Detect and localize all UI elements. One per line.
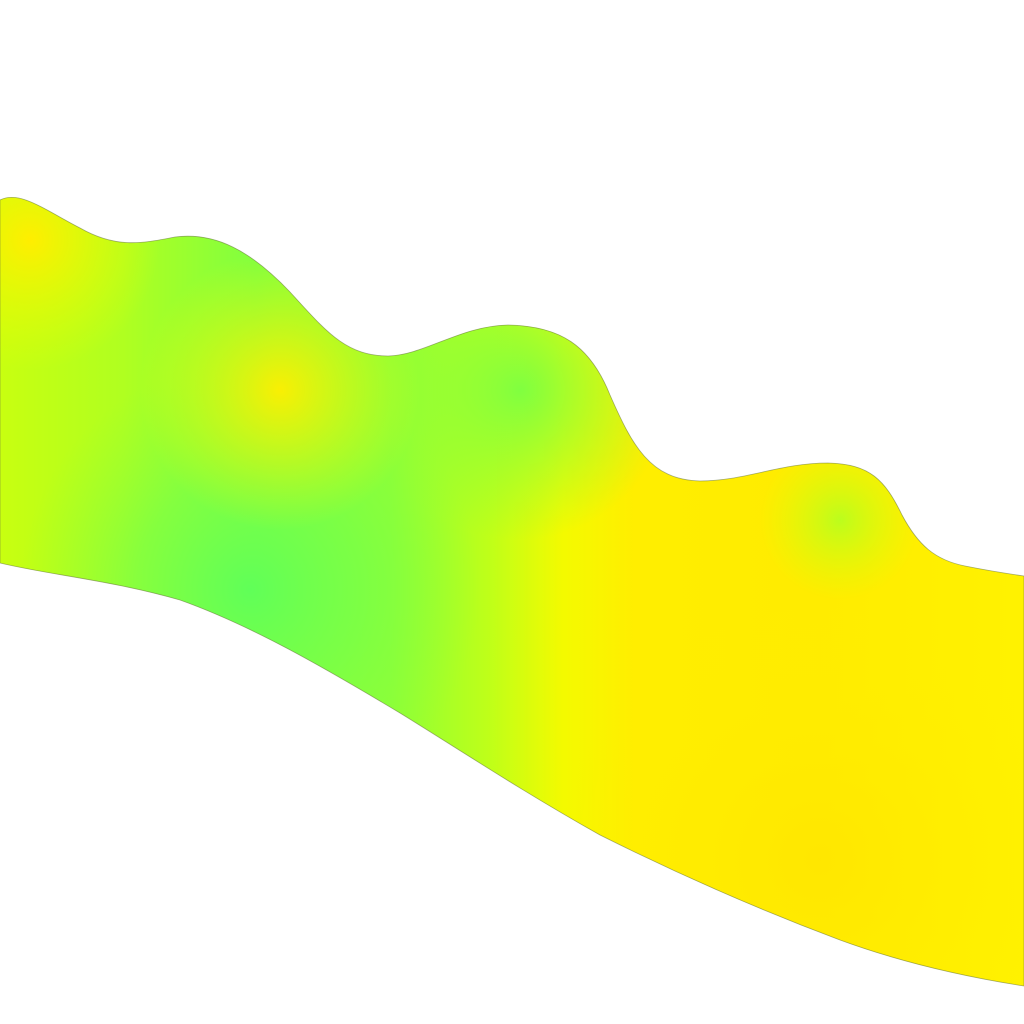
surface-fill bbox=[0, 197, 1024, 986]
render-viewport bbox=[0, 196, 1024, 987]
surface-plot bbox=[0, 196, 1024, 987]
